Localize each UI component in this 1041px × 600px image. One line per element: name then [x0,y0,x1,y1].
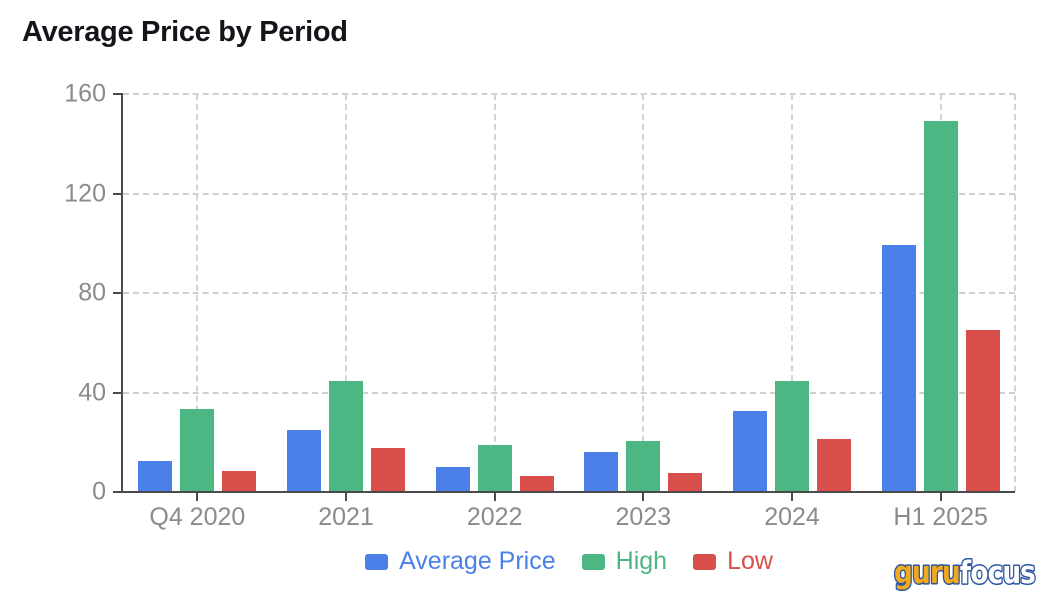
x-axis-line [121,491,1015,493]
bar-average-price-2024[interactable] [733,411,767,492]
y-axis-line [121,93,123,492]
legend-swatch-icon [365,553,389,570]
legend-swatch-icon [693,553,717,570]
bar-low-q4-2020[interactable] [222,470,257,492]
bar-low-2023[interactable] [668,473,703,492]
legend-item-low[interactable]: Low [693,547,773,576]
legend-swatch-icon [581,553,605,570]
v-gridline-3 [642,94,645,492]
logo-guru-text: guru [894,555,960,591]
y-tick-80 [113,292,122,294]
bar-average-price-q4-2020[interactable] [138,460,173,492]
gurufocus-logo[interactable]: gurufocus [891,548,1038,594]
bar-high-2024[interactable] [775,381,809,492]
h-gridline-80 [123,292,1015,294]
y-axis-label-0: 0 [92,477,106,506]
legend-label: High [615,547,668,575]
v-gridline-0 [196,94,199,492]
legend: Average Price High Low [123,547,1015,576]
legend-item-average-price[interactable]: Average Price [365,547,556,576]
x-tick-0 [196,492,199,501]
x-axis-label-3: 2023 [615,503,672,531]
bar-average-price-h1-2025[interactable] [881,244,916,492]
v-gridline-right-edge [1014,94,1016,492]
x-tick-2 [493,492,496,501]
bar-average-price-2022[interactable] [435,467,470,492]
x-tick-5 [939,492,942,501]
bar-average-price-2021[interactable] [287,429,321,492]
x-axis-label-0: Q4 2020 [149,503,246,531]
x-axis-label-2: 2022 [466,503,523,531]
x-tick-4 [791,492,793,501]
legend-label: Low [727,547,773,575]
bar-high-2022[interactable] [477,444,512,492]
plot-area: 0 40 80 120 160 Q4 2020 2021 2022 2023 2024 H1 202… [64,80,1016,531]
bar-average-price-2023[interactable] [584,452,619,492]
x-axis-label-4: 2024 [764,503,820,531]
v-gridline-4 [791,94,793,492]
x-tick-3 [642,492,645,501]
x-tick-1 [345,492,347,501]
bar-low-2024[interactable] [817,438,851,492]
bar-low-2021[interactable] [371,448,405,492]
bar-high-h1-2025[interactable] [923,121,958,492]
legend-item-high[interactable]: High [581,547,668,576]
bar-high-2021[interactable] [329,381,363,492]
h-gridline-40 [123,391,1015,394]
bar-high-q4-2020[interactable] [180,408,215,492]
y-tick-40 [113,391,122,394]
bar-low-h1-2025[interactable] [965,330,1000,492]
logo-focus-text: focus [960,555,1035,591]
h-gridline-120 [123,192,1015,195]
chart-title: Average Price by Period [22,16,348,48]
gurufocus-logo-text: gurufocus [894,555,1035,591]
y-axis-label-160: 160 [64,79,106,108]
y-axis-label-80: 80 [78,278,106,307]
h-gridline-160 [123,93,1015,95]
y-axis-label-40: 40 [78,378,106,406]
y-tick-160 [113,93,122,95]
x-axis-label-5: H1 2025 [893,503,988,531]
v-gridline-1 [345,94,347,492]
x-axis-label-1: 2021 [318,503,374,531]
bar-low-2022[interactable] [519,475,554,492]
y-tick-0 [113,491,122,493]
bar-high-2023[interactable] [626,441,661,492]
y-tick-120 [113,192,122,195]
legend-label: Average Price [399,547,556,575]
y-axis-label-120: 120 [64,179,106,207]
v-gridline-2 [493,94,496,492]
